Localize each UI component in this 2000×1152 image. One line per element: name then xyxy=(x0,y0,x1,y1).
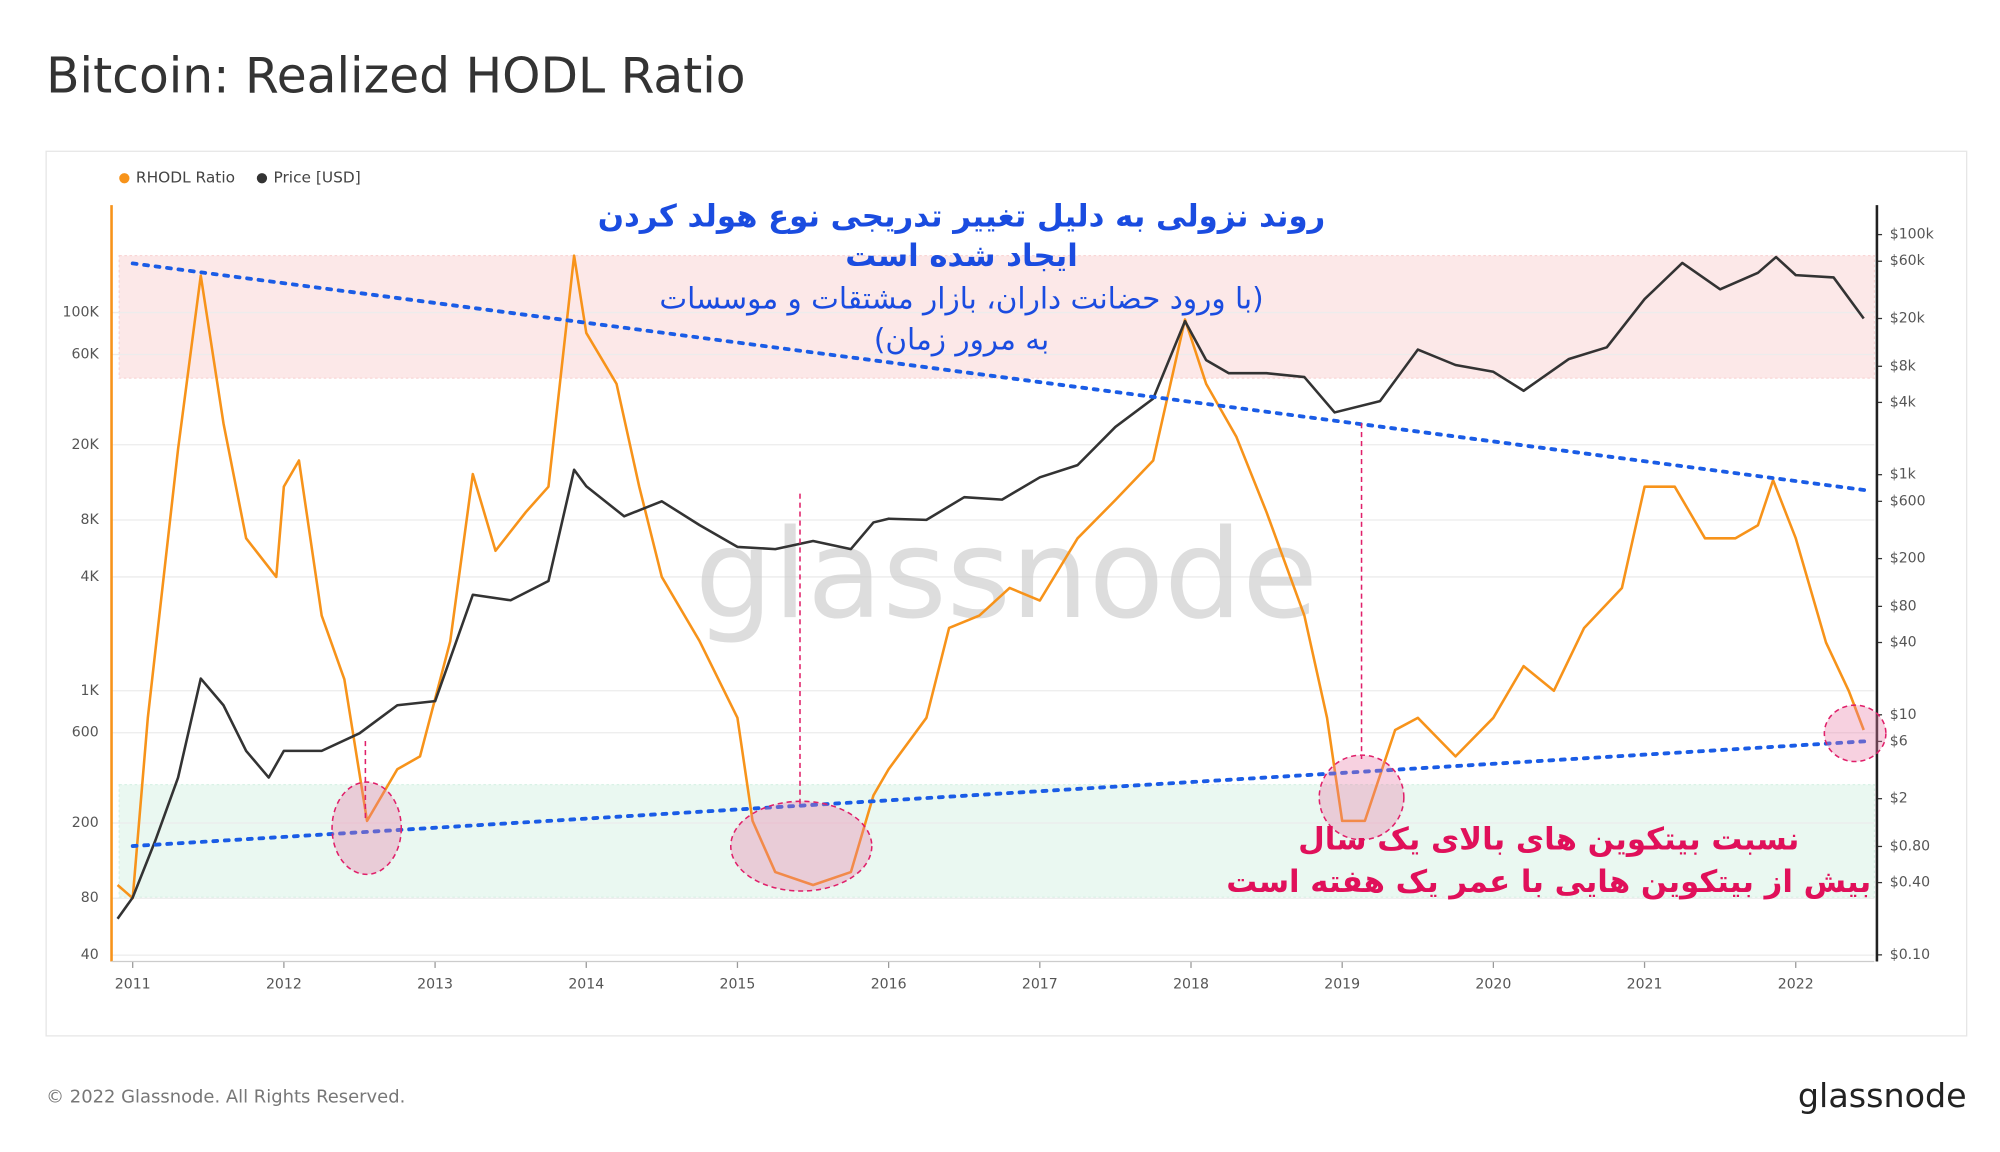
annotation: به مرور زمان) xyxy=(874,323,1049,357)
annotation: (با ورود حضانت داران، بازار مشتقات و موس… xyxy=(659,282,1263,316)
highlight xyxy=(730,800,873,892)
legend-marker xyxy=(256,173,268,184)
x-tick-label: 2022 xyxy=(1778,977,1814,993)
x-tick-label: 2013 xyxy=(417,977,453,993)
y2-tick-label: $40 xyxy=(1890,635,1917,651)
annotation: ایجاد شده است xyxy=(845,238,1077,274)
annotation: روند نزولی به دلیل تغییر تدریجی نوع هولد… xyxy=(598,198,1325,234)
y-tick-label: 600 xyxy=(72,725,99,741)
y-tick-label: 1K xyxy=(80,683,99,699)
marks xyxy=(116,254,1874,920)
y2-tick-label: $60k xyxy=(1890,253,1926,269)
y-tick-label: 40 xyxy=(81,947,99,963)
y-tick-label: 80 xyxy=(81,890,99,906)
y2-tick-label: $2 xyxy=(1890,791,1908,807)
x-tick-label: 2021 xyxy=(1627,977,1663,993)
y2-tick-label: $0.80 xyxy=(1890,838,1930,854)
y2-tick-label: $10 xyxy=(1890,707,1917,723)
x-tick-label: 2020 xyxy=(1475,977,1511,993)
y-tick-label: 8K xyxy=(80,512,99,528)
band xyxy=(118,255,1875,379)
annotation: بیش از بیتکوین هایی با عمر یک هفته است xyxy=(1226,864,1871,900)
y2-tick-label: $1k xyxy=(1890,467,1917,483)
y-tick-label: 20K xyxy=(72,437,100,453)
y-tick-label: 4K xyxy=(80,569,99,585)
y2-tick-label: $100k xyxy=(1890,227,1935,243)
y2-tick-label: $4k xyxy=(1890,394,1917,410)
y2-tick-label: $0.40 xyxy=(1890,875,1930,891)
trendline xyxy=(130,739,1874,848)
plot: 40 80 200 600 1K 4K 8K 20K 60K 100K $0.10 $0.40 $0.8… xyxy=(63,169,1935,993)
x-tick-label: 2015 xyxy=(720,977,756,993)
x-tick-label: 2018 xyxy=(1173,977,1209,993)
series-line xyxy=(116,254,1865,900)
trendline xyxy=(130,261,1874,493)
y-tick-label: 100K xyxy=(63,305,100,321)
y-tick-label: 200 xyxy=(72,815,99,831)
logo: glassnode xyxy=(1798,1076,1967,1115)
y2-tick-label: $20k xyxy=(1890,311,1926,327)
x-tick-label: 2017 xyxy=(1022,977,1058,993)
x-tick-label: 2012 xyxy=(266,977,302,993)
band xyxy=(118,783,1875,898)
highlight-circles xyxy=(331,704,1887,892)
legend-label: RHODL Ratio xyxy=(136,169,235,187)
highlight xyxy=(331,781,403,876)
chart-frame xyxy=(45,150,1968,1037)
legend-marker xyxy=(119,173,130,184)
series-line xyxy=(116,255,1865,920)
y2-tick-label: $80 xyxy=(1890,598,1917,614)
guide-lines xyxy=(364,423,1363,821)
y2-tick-label: $6 xyxy=(1890,733,1908,749)
y2-tick-label: $200 xyxy=(1890,551,1926,567)
x-tick-label: 2019 xyxy=(1324,977,1360,993)
copyright: © 2022 Glassnode. All Rights Reserved. xyxy=(46,1086,405,1107)
x-tick-label: 2011 xyxy=(115,977,151,993)
y2-tick-label: $0.10 xyxy=(1890,947,1930,963)
watermark: glassnode xyxy=(695,504,1318,647)
y2-tick-label: $600 xyxy=(1890,493,1926,509)
y2-tick-label: $8k xyxy=(1890,358,1917,374)
x-tick-label: 2014 xyxy=(568,977,604,993)
annotation: نسبت بیتکوین های بالای یک سال xyxy=(1298,822,1799,858)
legend-label: Price [USD] xyxy=(273,169,360,187)
highlight xyxy=(1823,704,1887,763)
y-tick-label: 60K xyxy=(72,347,100,363)
chart-title: Bitcoin: Realized HODL Ratio xyxy=(46,48,745,104)
x-tick-label: 2016 xyxy=(871,977,907,993)
